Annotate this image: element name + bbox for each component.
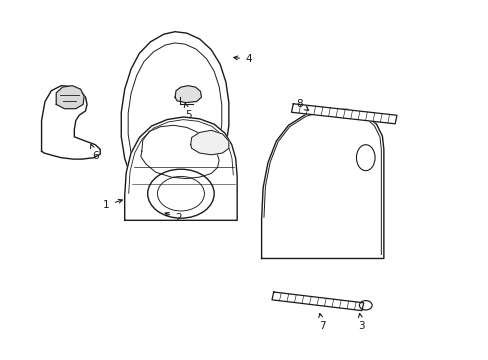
Polygon shape bbox=[291, 104, 396, 124]
Polygon shape bbox=[175, 86, 201, 103]
Polygon shape bbox=[124, 117, 237, 220]
Text: 4: 4 bbox=[233, 54, 251, 64]
Polygon shape bbox=[190, 130, 228, 155]
Text: 3: 3 bbox=[358, 314, 365, 331]
Polygon shape bbox=[271, 292, 363, 311]
Text: 1: 1 bbox=[103, 199, 122, 210]
Text: 7: 7 bbox=[318, 314, 325, 331]
Text: 6: 6 bbox=[90, 144, 99, 161]
Polygon shape bbox=[56, 86, 84, 109]
Text: 2: 2 bbox=[165, 212, 182, 223]
Text: 8: 8 bbox=[295, 99, 308, 110]
Polygon shape bbox=[121, 32, 228, 194]
Polygon shape bbox=[261, 109, 383, 258]
Text: 5: 5 bbox=[184, 103, 191, 120]
Polygon shape bbox=[41, 86, 100, 159]
